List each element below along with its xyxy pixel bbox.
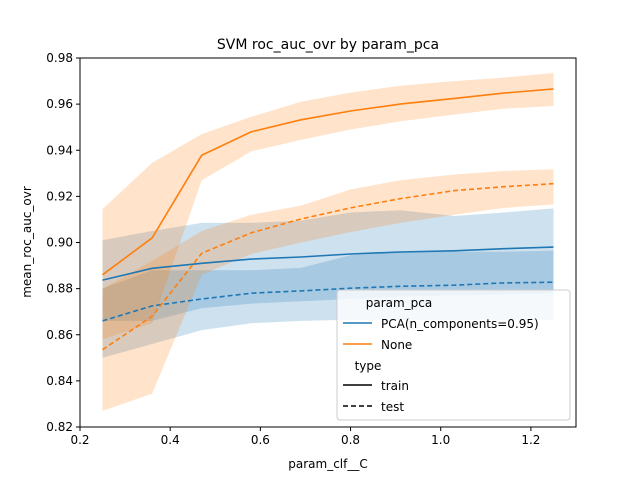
series-line-none-train: [102, 88, 554, 276]
y-tick-label: 0.92: [46, 189, 73, 203]
series-line-none-test: [102, 182, 554, 351]
band-none-train: [102, 73, 554, 340]
y-tick-label: 0.90: [46, 236, 73, 250]
x-tick-label: 0.2: [70, 433, 89, 447]
legend-label-none: None: [381, 338, 412, 352]
series-lines: [102, 88, 554, 351]
legend-label-pca: PCA(n_components=0.95): [381, 317, 539, 331]
y-tick-label: 0.98: [46, 51, 73, 65]
band-none-test: [102, 169, 554, 411]
x-tick-label: 1.2: [521, 433, 540, 447]
legend: param_pca PCA(n_components=0.95) None ty…: [336, 289, 571, 421]
y-tick-label: 0.88: [46, 282, 73, 296]
chart-title: SVM roc_auc_ovr by param_pca: [217, 37, 439, 53]
band-pca-test: [102, 250, 554, 358]
legend-label-test: test: [381, 400, 404, 414]
y-axis-ticks: 0.82 0.84 0.86 0.88 0.90 0.92 0.94 0.96 0.98: [46, 51, 80, 434]
x-tick-label: 0.6: [251, 433, 270, 447]
y-tick-label: 0.96: [46, 97, 73, 111]
x-tick-label: 0.4: [161, 433, 180, 447]
x-tick-label: 0.8: [341, 433, 360, 447]
confidence-bands: [102, 73, 554, 411]
y-tick-label: 0.94: [46, 143, 73, 157]
series-line-pca-train: [102, 246, 554, 281]
legend-hue-title: param_pca: [366, 296, 433, 310]
y-axis-label: mean_roc_auc_ovr: [20, 186, 34, 298]
x-axis-label: param_clf__C: [288, 457, 367, 471]
y-tick-label: 0.84: [46, 374, 73, 388]
y-tick-label: 0.82: [46, 420, 73, 434]
legend-label-train: train: [381, 379, 409, 393]
legend-style-title: type: [355, 359, 382, 373]
x-axis-ticks: 0.2 0.4 0.6 0.8 1.0 1.2: [70, 427, 540, 447]
y-tick-label: 0.86: [46, 328, 73, 342]
legend-box: [336, 289, 571, 421]
series-line-pca-test: [102, 281, 554, 322]
x-tick-label: 1.0: [431, 433, 450, 447]
